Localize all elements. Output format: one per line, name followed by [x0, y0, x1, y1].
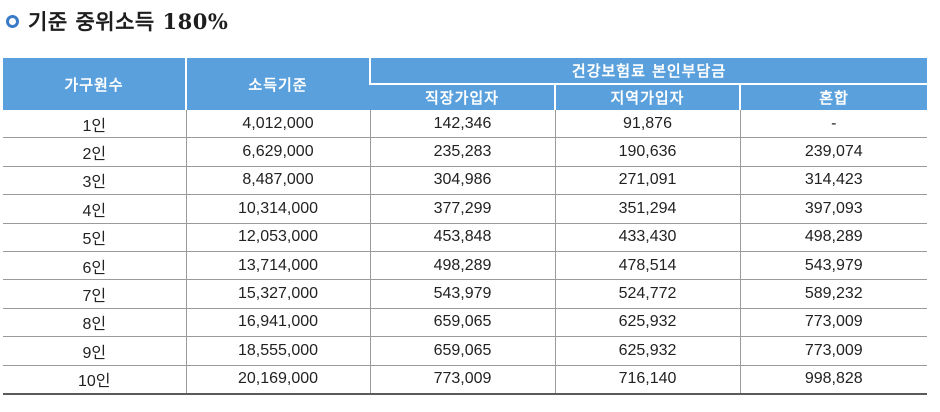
cell-mixed: -: [739, 110, 928, 139]
cell-regional: 524,772: [554, 279, 740, 309]
circle-bullet-icon: [6, 14, 19, 28]
cell-regional: 716,140: [554, 365, 740, 395]
contribution-table: 가구원수 소득기준 건강보험료 본인부담금 직장가입자 지역가입자 혼합 1인 4…: [3, 58, 928, 395]
page-title: 기준 중위소득 180%: [28, 9, 229, 34]
cell-income: 4,012,000: [185, 110, 370, 139]
cell-regional: 625,932: [554, 308, 740, 338]
cell-income: 16,941,000: [185, 308, 370, 338]
cell-employee: 235,283: [369, 137, 555, 167]
cell-employee: 543,979: [369, 279, 555, 309]
header-household: 가구원수: [3, 58, 186, 110]
table-row: 8인 16,941,000 659,065 625,932 773,009: [3, 308, 928, 338]
cell-household: 8인: [3, 308, 186, 338]
cell-regional: 271,091: [554, 166, 740, 196]
cell-mixed: 397,093: [739, 194, 928, 224]
cell-mixed: 239,074: [739, 137, 928, 167]
cell-household: 6인: [3, 251, 186, 281]
table-row: 2인 6,629,000 235,283 190,636 239,074: [3, 137, 928, 167]
cell-employee: 142,346: [369, 110, 555, 139]
header-regional: 지역가입자: [554, 84, 740, 110]
cell-household: 10인: [3, 365, 186, 395]
header-income: 소득기준: [185, 58, 370, 110]
cell-household: 2인: [3, 137, 186, 167]
cell-employee: 453,848: [369, 223, 555, 252]
cell-income: 18,555,000: [185, 336, 370, 366]
header-mixed: 혼합: [738, 84, 928, 110]
cell-income: 15,327,000: [185, 279, 370, 309]
cell-mixed: 998,828: [739, 365, 928, 395]
cell-regional: 351,294: [554, 194, 740, 224]
cell-mixed: 773,009: [739, 308, 928, 338]
cell-regional: 91,876: [554, 110, 740, 139]
cell-household: 7인: [3, 279, 186, 309]
cell-mixed: 498,289: [739, 223, 928, 252]
table-row: 7인 15,327,000 543,979 524,772 589,232: [3, 279, 928, 309]
table-row: 5인 12,053,000 453,848 433,430 498,289: [3, 223, 928, 252]
table-header: 가구원수 소득기준 건강보험료 본인부담금 직장가입자 지역가입자 혼합: [3, 58, 928, 110]
cell-income: 12,053,000: [185, 223, 370, 252]
cell-employee: 304,986: [369, 166, 555, 196]
cell-regional: 190,636: [554, 137, 740, 167]
cell-regional: 625,932: [554, 336, 740, 366]
cell-mixed: 589,232: [739, 279, 928, 309]
table-row: 1인 4,012,000 142,346 91,876-: [3, 110, 928, 139]
cell-household: 4인: [3, 194, 186, 224]
table-row: 9인 18,555,000 659,065 625,932 773,009: [3, 336, 928, 366]
header-group: 건강보험료 본인부담금: [368, 58, 928, 85]
cell-household: 1인: [3, 110, 186, 139]
cell-employee: 773,009: [369, 365, 555, 395]
cell-income: 6,629,000: [185, 137, 370, 167]
cell-income: 10,314,000: [185, 194, 370, 224]
cell-household: 9인: [3, 336, 186, 366]
cell-employee: 498,289: [369, 251, 555, 281]
cell-income: 8,487,000: [185, 166, 370, 196]
cell-mixed: 543,979: [739, 251, 928, 281]
cell-regional: 478,514: [554, 251, 740, 281]
table-row: 4인 10,314,000 377,299 351,294 397,093: [3, 194, 928, 224]
header-employee: 직장가입자: [370, 84, 555, 110]
cell-mixed: 314,423: [739, 166, 928, 196]
table-row: 6인 13,714,000 498,289 478,514 543,979: [3, 251, 928, 281]
cell-employee: 659,065: [369, 336, 555, 366]
cell-income: 20,169,000: [185, 365, 370, 395]
cell-employee: 377,299: [369, 194, 555, 224]
cell-household: 5인: [3, 223, 186, 252]
cell-employee: 659,065: [369, 308, 555, 338]
table-row: 3인 8,487,000 304,986 271,091 314,423: [3, 166, 928, 196]
cell-mixed: 773,009: [739, 336, 928, 366]
cell-regional: 433,430: [554, 223, 740, 252]
table-body: 1인 4,012,000 142,346 91,876-2인 6,629,000 235,…: [3, 110, 928, 395]
cell-household: 3인: [3, 166, 186, 196]
title-row: 기준 중위소득 180%: [6, 4, 228, 38]
cell-income: 13,714,000: [185, 251, 370, 281]
table-row: 10인 20,169,000 773,009 716,140 998,828: [3, 365, 928, 395]
